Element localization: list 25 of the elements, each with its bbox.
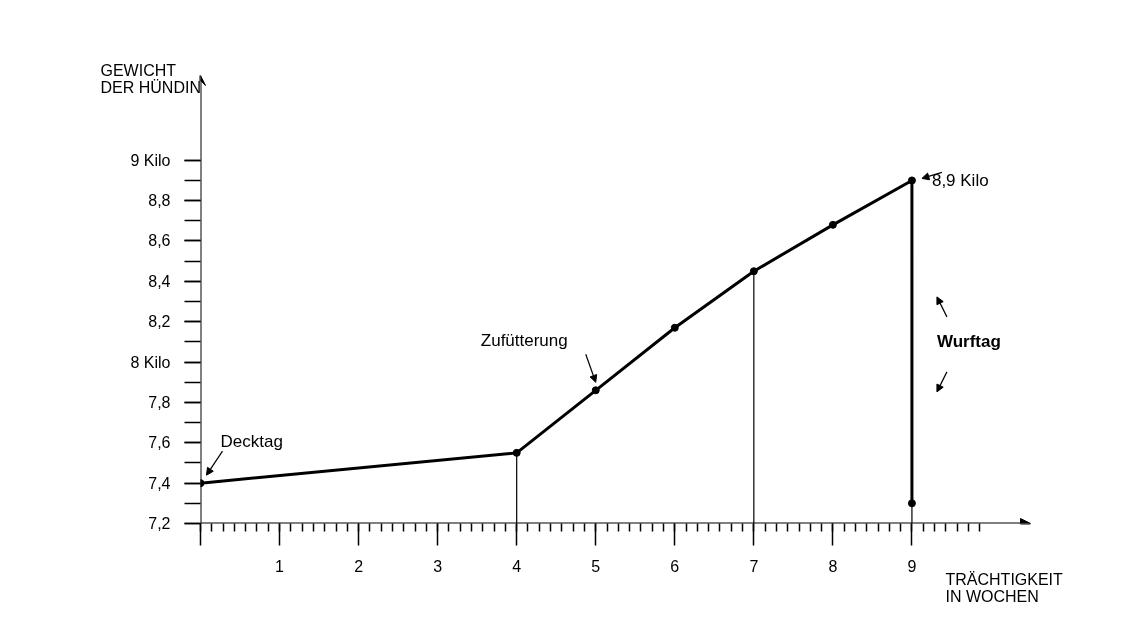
annotation: 8,9 Kilo [931,170,989,190]
y-tick-label: 7,2 [148,515,171,532]
annotation: Zufütterung [480,330,568,350]
y-tick-label: 8,8 [148,192,171,210]
x-tick-label: 2 [354,557,364,575]
x-tick-label: 3 [433,557,443,575]
y-tick-label: 8,6 [148,232,171,250]
x-tick-label: 8 [828,557,838,575]
annotation: Wurftag [936,332,1001,352]
y-tick-label: 7,6 [148,434,171,452]
x-tick-label: 7 [749,557,759,575]
y-tick-label: 8,2 [148,313,171,331]
x-axis-title: TRÄCHTIGKEIT IN WOCHEN [945,570,1064,605]
y-tick-label: 8 Kilo [130,353,171,371]
x-tick-label: 1 [275,557,285,575]
x-tick-label: 9 [907,557,917,575]
y-tick-label: 7,4 [148,474,171,492]
y-tick-label: 9 Kilo [130,151,171,169]
annotation: Decktag [220,431,283,451]
x-tick-label: 4 [512,557,522,575]
x-tick-label: 5 [591,557,601,575]
y-tick-label: 7,8 [148,393,171,411]
x-tick-label: 6 [670,557,680,575]
y-axis-title: GEWICHT DER HÜNDIN [100,61,201,96]
y-tick-label: 8,4 [148,272,171,290]
